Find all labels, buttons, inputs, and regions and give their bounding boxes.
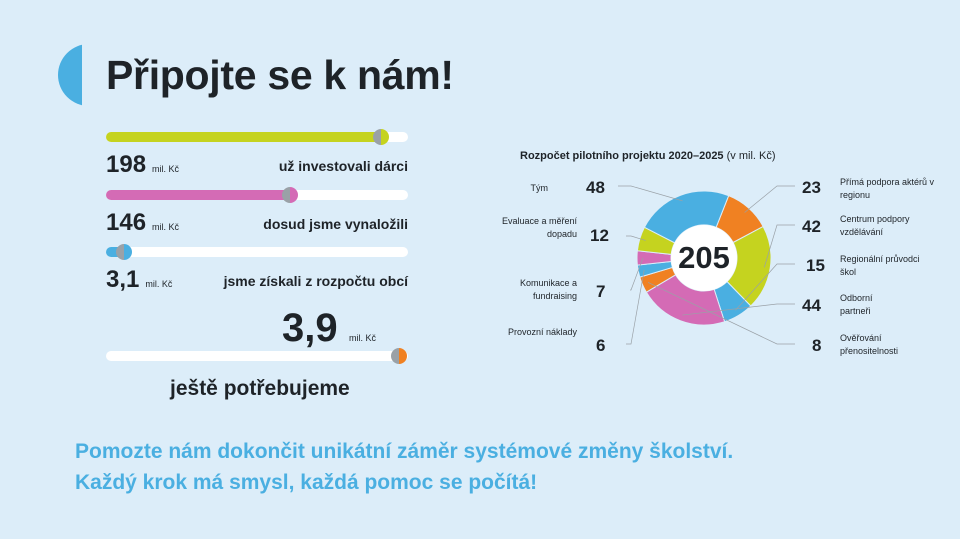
chart-label: Komunikace a fundraising: [519, 278, 577, 301]
progress-bar-municipal: [106, 244, 408, 260]
chart-label: Provozní náklady: [507, 327, 577, 337]
chart-label: Evaluace a měření dopadu: [501, 216, 577, 239]
progress-knob-needed: [390, 348, 407, 364]
chart-value: 6: [596, 336, 606, 355]
amount-spent: 146 mil. Kč: [106, 209, 180, 236]
label-needed: ještě potřebujeme: [170, 377, 350, 400]
leader-line: [682, 303, 795, 316]
leader-line: [630, 257, 644, 291]
amount-donors: 198 mil. Kč: [106, 151, 180, 178]
footer-text: Pomozte nám dokončit unikátní záměr syst…: [75, 436, 733, 498]
progress-bar-donors: [106, 129, 408, 145]
chart-value: 23: [802, 178, 821, 197]
chart-value: 48: [586, 178, 605, 197]
chart-label: Odborní partneři: [840, 293, 873, 316]
chart-value: 42: [802, 217, 821, 236]
progress-knob: [372, 129, 389, 145]
chart-label: Ověřování přenositelnosti: [840, 333, 899, 356]
chart-label: Centrum podpory vzdělávání: [840, 214, 910, 237]
chart-label: Tým: [530, 183, 549, 193]
chart-value: 8: [812, 336, 822, 355]
donut-hole: [671, 225, 737, 291]
amount-needed-unit: mil. Kč: [349, 333, 376, 343]
donut-total: 205: [678, 240, 730, 275]
leader-line: [744, 185, 795, 213]
progress-knob: [116, 244, 133, 260]
chart-value: 12: [590, 226, 609, 245]
label-spent: dosud jsme vynaložili: [263, 216, 408, 232]
chart-value: 15: [806, 256, 825, 275]
chart-value: 7: [596, 282, 606, 301]
footer-line-1: Pomozte nám dokončit unikátní záměr syst…: [75, 440, 734, 463]
chart-label: Regionální průvodci škol: [840, 254, 920, 277]
amount-municipal: 3,1 mil. Kč: [106, 266, 173, 293]
chart-label: Přímá podpora aktérů v regionu: [840, 177, 935, 200]
progress-knob: [282, 187, 299, 203]
chart-title: Rozpočet pilotního projektu 2020–2025 (v…: [520, 150, 776, 162]
amount-needed: 3,9: [282, 306, 338, 350]
leader-line: [618, 185, 683, 202]
accent-half-circle: [58, 44, 82, 106]
leader-line: [626, 235, 646, 241]
leader-line: [626, 269, 645, 345]
leader-line: [647, 282, 795, 345]
progress-fill: [106, 190, 291, 200]
progress-fill: [106, 247, 125, 257]
progress-bar-spent: [106, 187, 408, 203]
progress-bar-needed: [106, 348, 408, 364]
leader-line: [763, 224, 795, 268]
page-title: Připojte se k nám!: [106, 52, 454, 98]
chart-value: 44: [802, 296, 821, 315]
label-donors: už investovali dárci: [278, 158, 408, 174]
footer-line-2: Každý krok má smysl, každá pomoc se počí…: [75, 471, 538, 494]
progress-fill: [106, 132, 381, 142]
label-municipal: jsme získali z rozpočtu obcí: [223, 273, 408, 289]
leader-line: [735, 263, 795, 311]
